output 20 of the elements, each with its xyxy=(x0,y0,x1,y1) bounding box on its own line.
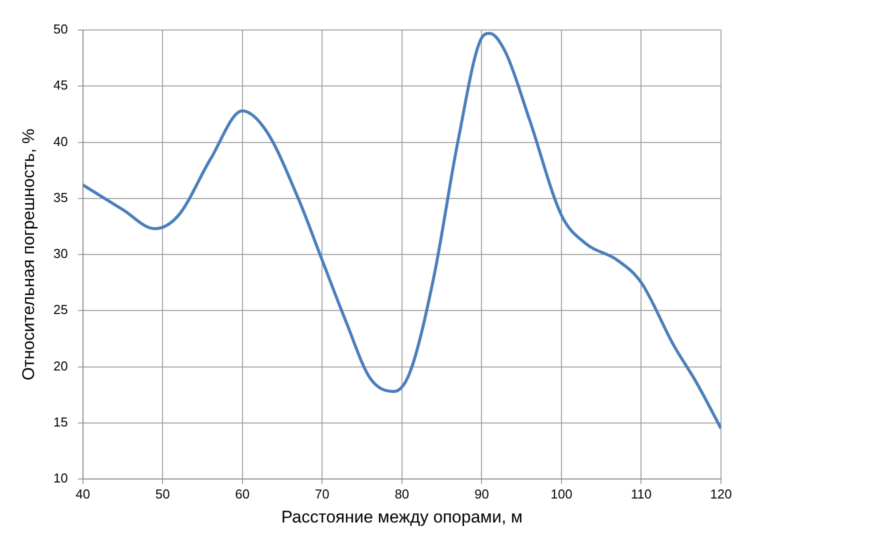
x-tick-label: 40 xyxy=(76,486,90,502)
y-tick-label: 10 xyxy=(53,470,68,486)
x-tick-label: 110 xyxy=(630,486,652,502)
y-axis-title: Относительная погрешность, % xyxy=(18,128,38,380)
y-tick-label: 25 xyxy=(53,302,68,318)
x-tick-label: 70 xyxy=(314,486,330,502)
x-tick-label: 80 xyxy=(394,486,410,502)
y-tick-label: 35 xyxy=(53,190,68,205)
x-tick-label: 100 xyxy=(550,486,572,502)
x-tick-label: 60 xyxy=(235,486,250,502)
y-tick-label: 30 xyxy=(53,246,68,262)
y-tick-label: 40 xyxy=(53,134,68,149)
x-axis-title: Расстояние между опорами, м xyxy=(281,507,523,526)
y-tick-label: 20 xyxy=(53,358,68,374)
x-tick-label: 90 xyxy=(474,486,489,502)
x-tick-label: 50 xyxy=(155,486,170,502)
y-tick-label: 15 xyxy=(53,414,68,430)
y-tick-label: 45 xyxy=(53,78,68,93)
x-tick-label: 120 xyxy=(710,486,732,502)
y-tick-label: 50 xyxy=(53,22,68,37)
